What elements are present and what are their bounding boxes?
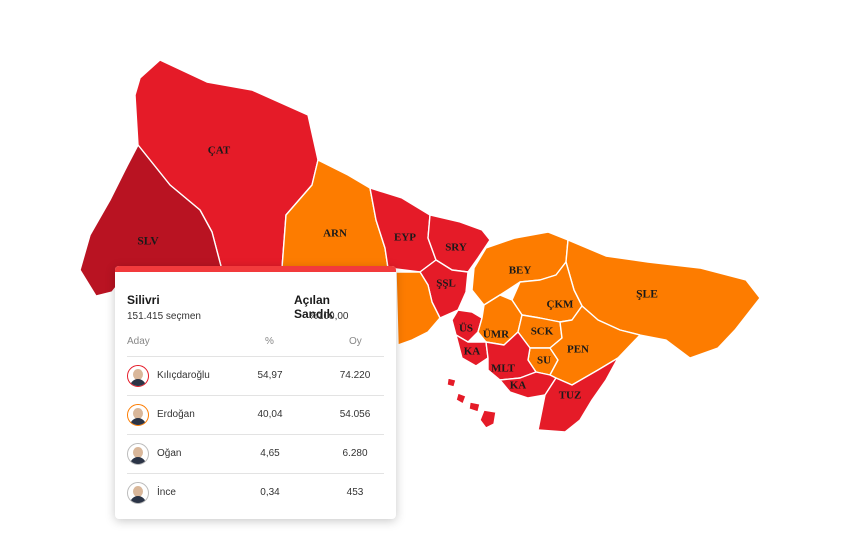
candidate-votes: 74.220 <box>339 370 371 381</box>
popup-accent-bar <box>115 266 396 272</box>
candidate-name: Erdoğan <box>157 409 195 420</box>
candidate-percent: 4,65 <box>260 448 280 459</box>
candidate-avatar <box>127 365 149 387</box>
candidate-avatar <box>127 404 149 426</box>
table-row: İnce 0,34 453 <box>127 474 384 512</box>
table-row: Kılıçdaroğlu 54,97 74.220 <box>127 357 384 396</box>
island-1 <box>446 377 457 388</box>
candidate-votes: 54.056 <box>339 409 371 420</box>
table-row: Oğan 4,65 6.280 <box>127 435 384 474</box>
island-2 <box>455 392 467 405</box>
column-percent: % <box>265 336 274 347</box>
voter-count: 151.415 seçmen <box>127 311 201 322</box>
district-inner-europe-west[interactable] <box>395 271 441 346</box>
district-results-popup: Silivri 151.415 seçmen Açılan Sandık %10… <box>115 266 396 519</box>
candidate-name: İnce <box>157 487 176 498</box>
candidate-percent: 0,34 <box>260 487 280 498</box>
district-tuzla[interactable] <box>537 357 619 433</box>
candidate-votes: 453 <box>346 487 364 498</box>
table-row: Erdoğan 40,04 54.056 <box>127 396 384 435</box>
popup-header: Silivri 151.415 seçmen Açılan Sandık %10… <box>115 272 396 332</box>
results-table-header: Aday % Oy <box>127 332 384 357</box>
candidate-avatar <box>127 443 149 465</box>
candidate-percent: 40,04 <box>257 409 283 420</box>
column-candidate: Aday <box>127 336 150 347</box>
district-sariyer[interactable] <box>427 214 491 273</box>
candidate-avatar <box>127 482 149 504</box>
candidate-percent: 54,97 <box>257 370 283 381</box>
island-4 <box>479 409 497 429</box>
district-kadikoy[interactable] <box>455 334 489 367</box>
opened-boxes-label: Açılan Sandık <box>294 293 334 321</box>
district-name: Silivri <box>127 293 160 307</box>
candidate-name: Kılıçdaroğlu <box>157 370 210 381</box>
district-uskudar[interactable] <box>451 309 483 343</box>
opened-boxes-value: %100,00 <box>309 311 349 322</box>
results-table-body: Kılıçdaroğlu 54,97 74.220 Erdoğan 40,04 … <box>115 357 396 512</box>
island-3 <box>468 401 481 413</box>
column-votes: Oy <box>349 336 362 347</box>
candidate-votes: 6.280 <box>342 448 368 459</box>
candidate-name: Oğan <box>157 448 182 459</box>
